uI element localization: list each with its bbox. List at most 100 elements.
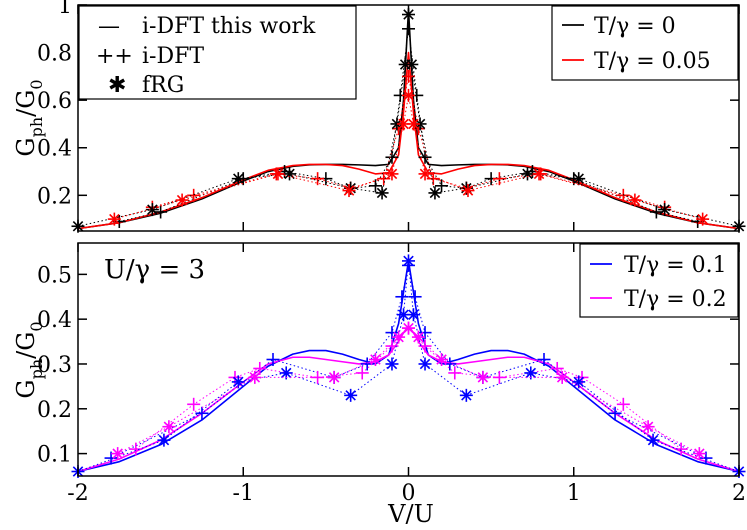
point-i-dft-t-0-9 (402, 22, 415, 36)
point-frg-t-0-2-7 (411, 330, 425, 344)
point-i-dft-t-0-1 (154, 205, 168, 219)
point-i-dft-t-0-1-6 (395, 290, 409, 304)
point-frg-t-0-05-8 (418, 167, 432, 181)
point-frg-t-0-2-11 (641, 420, 655, 434)
top-legend-left-box (78, 5, 357, 100)
point-frg-t-0-05-12 (696, 212, 710, 226)
point-frg-t-0-2-2 (248, 370, 262, 384)
point-frg-t-0-05-11 (628, 193, 642, 207)
series-dotted-i-dft-t-0-2 (135, 327, 682, 450)
point-frg-t-0-05-0 (107, 212, 121, 226)
point-i-dft-t-0-1-1 (195, 406, 209, 420)
legend-label-frg: fRG (142, 73, 184, 98)
point-frg-t-0-05-6 (402, 88, 415, 102)
point-frg-t-0-2-10 (555, 370, 569, 384)
bottom-ytick-label-1: 0.2 (37, 398, 72, 423)
bottom-panel: 0.1 0.2 0.3 0.4 0.5 -2 -1 0 1 2 Gph/G0 V/U U/γ =… (12, 242, 746, 528)
point-i-dft-t-0-1-5 (385, 326, 399, 340)
top-ytick-label-1: 0.4 (37, 137, 72, 162)
point-frg-t-0-2-1 (162, 420, 176, 434)
series-line-t-0-05 (77, 51, 740, 230)
top-ytick-label-4: 1 (58, 0, 72, 19)
bottom-y-axis-label: Gph/G0 (12, 321, 46, 398)
point-frg-t-0-1-11 (524, 366, 538, 380)
point-i-dft-t-0-1-2 (266, 353, 280, 366)
legend-label-t02: T/γ = 0.2 (624, 287, 727, 312)
bottom-legend-right: T/γ = 0.1 T/γ = 0.2 (579, 243, 739, 318)
point-i-dft-t-0-12 (435, 179, 449, 193)
point-i-dft-t-0-05-3 (311, 172, 325, 186)
point-frg-t-0-2-12 (692, 447, 706, 461)
top-legend-right-box (551, 5, 739, 81)
top-legend-right: T/γ = 0 T/γ = 0.05 (551, 5, 739, 81)
legend-line-symbol: — (98, 14, 120, 39)
xtick-label-4: 2 (732, 481, 746, 506)
point-i-dft-t-0-2-9 (448, 366, 462, 380)
series-dotted-frg-t-0-2 (117, 327, 700, 455)
point-frg-t-0-2-0 (111, 447, 125, 461)
point-i-dft-t-0-2-11 (550, 361, 564, 375)
point-i-dft-t-0-2-1 (187, 397, 201, 411)
x-axis-label: V/U (387, 500, 434, 528)
point-i-dft-t-0-05-11 (492, 172, 506, 186)
legend-plus-symbol: ++ (96, 44, 133, 69)
point-i-dft-t-0-1-0 (104, 451, 118, 465)
point-frg-t-0-2-3 (327, 370, 341, 384)
legend-label-idft-this-work: i-DFT this work (142, 14, 316, 39)
top-y-axis-label: Gph/G0 (12, 79, 46, 156)
point-frg-t-0-1-13 (646, 433, 660, 447)
top-ytick-label-3: 0.8 (37, 42, 72, 67)
point-frg-t-0-15 (658, 203, 672, 217)
point-frg-t-0-1-7 (402, 254, 415, 268)
point-frg-t-0-05-2 (271, 167, 285, 181)
xtick-label-3: 1 (567, 481, 581, 506)
point-frg-t-0-1 (145, 203, 159, 217)
bottom-y-ticks: 0.1 0.2 0.3 0.4 0.5 (37, 263, 739, 468)
point-frg-t-0-05-7 (406, 117, 420, 131)
bottom-ytick-label-4: 0.5 (37, 263, 72, 288)
top-ytick-label-2: 0.6 (37, 89, 72, 114)
point-i-dft-t-0-1-8 (408, 290, 422, 304)
series-line-t-0-2 (77, 325, 740, 473)
point-frg-t-0-05-10 (532, 167, 546, 181)
series-dotted-frg-t-0-05 (114, 95, 703, 220)
xtick-label-2: 0 (402, 481, 416, 506)
point-frg-t-0-1-6 (397, 308, 411, 322)
point-frg-t-0-1-9 (418, 357, 432, 371)
bottom-legend-right-box (579, 243, 739, 318)
point-i-dft-t-0-05-13 (616, 188, 630, 202)
bottom-ytick-label-3: 0.4 (37, 308, 72, 333)
xtick-label-0: -2 (67, 481, 88, 506)
point-frg-t-0-9 (405, 57, 419, 71)
point-i-dft-t-0-7 (385, 150, 399, 164)
point-frg-t-0-13 (520, 167, 534, 181)
bottom-ytick-label-2: 0.3 (37, 353, 72, 378)
point-i-dft-t-0-2-0 (129, 442, 143, 456)
point-frg-t-0-05-4 (385, 167, 399, 181)
top-legend-left: — i-DFT this work ++ i-DFT ✱ fRG (78, 5, 357, 100)
point-i-dft-t-0-1-13 (608, 406, 622, 420)
point-i-dft-t-0-17 (649, 205, 663, 219)
point-frg-t-0-2-9 (476, 370, 490, 384)
point-i-dft-t-0-2-3 (253, 361, 267, 375)
point-frg-t-0-14 (572, 172, 586, 186)
point-frg-t-0-05-1 (175, 193, 189, 207)
point-frg-t-0-1-10 (459, 388, 473, 402)
point-i-dft-t-0-2-8 (418, 339, 432, 353)
point-frg-t-0-2 (231, 172, 245, 186)
panel-annotation: U/γ = 3 (104, 255, 205, 285)
point-frg-t-0-2-5 (392, 330, 406, 344)
point-frg-t-0-1-8 (406, 308, 420, 322)
point-frg-t-0-1-1 (157, 433, 171, 447)
point-frg-t-0-05-3 (342, 184, 356, 198)
legend-label-idft: i-DFT (142, 44, 204, 69)
point-frg-t-0-1-12 (572, 375, 586, 389)
point-frg-t-0-11 (428, 186, 442, 200)
xtick-label-1: -1 (233, 481, 254, 506)
point-i-dft-t-0-05-1 (187, 188, 201, 202)
point-i-dft-t-0-2-10 (492, 370, 506, 384)
point-frg-t-0-1-2 (231, 375, 245, 389)
point-frg-t-0-1-3 (279, 366, 293, 380)
point-frg-t-0-1-4 (344, 388, 358, 402)
